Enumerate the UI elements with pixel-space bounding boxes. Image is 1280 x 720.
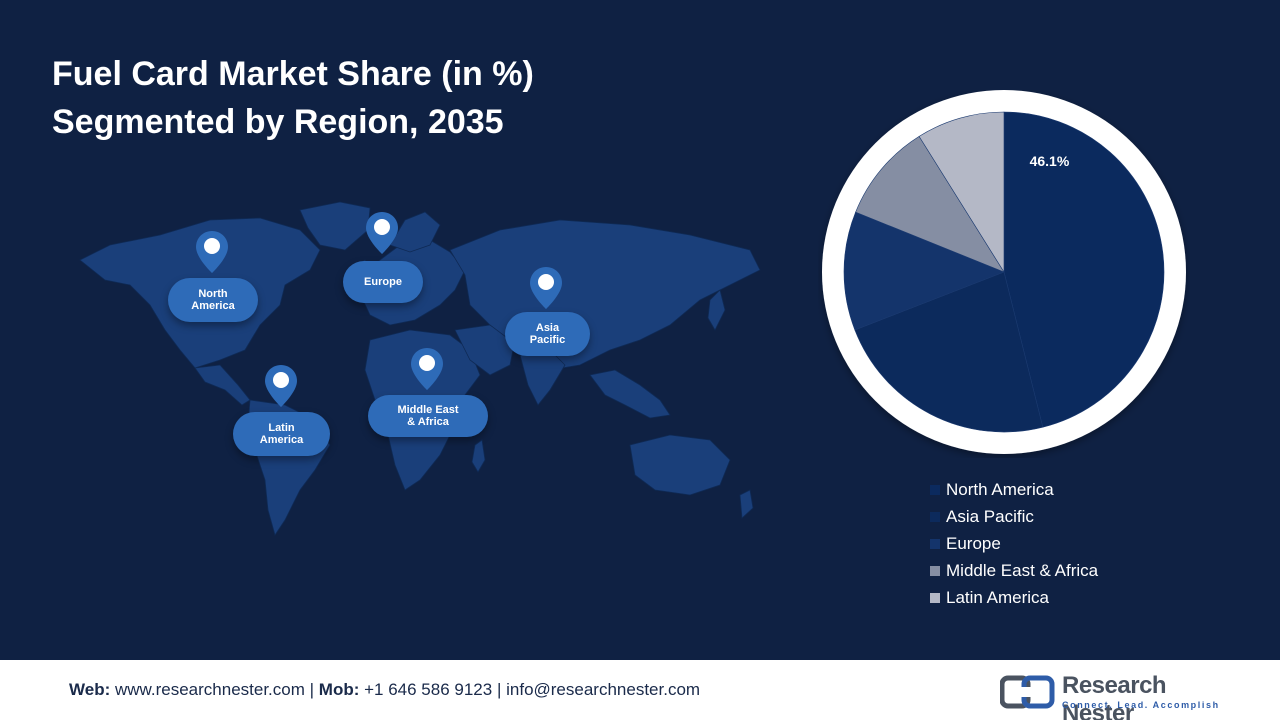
map-greenland: [299, 201, 371, 251]
map-japan: [707, 289, 726, 331]
north-america-pin-icon: [195, 230, 229, 274]
separator-1: |: [309, 680, 315, 699]
europe-pin-icon: [365, 211, 399, 255]
legend-label: Latin America: [946, 587, 1049, 607]
pie-chart: 46.1%: [822, 90, 1186, 454]
legend-item: North America: [930, 476, 1098, 503]
label-mea: Middle East & Africa: [368, 395, 488, 437]
pie-labels: 46.1%: [1030, 153, 1070, 169]
brand-logo: Research Nester Connect. Lead. Accomplis…: [1000, 672, 1230, 720]
title-line-1: Fuel Card Market Share (in %): [52, 55, 534, 93]
legend-swatch: [930, 484, 940, 495]
chart-title: Fuel Card Market Share (in %) Segmented …: [52, 50, 534, 146]
latin-america-pin-icon: [264, 364, 298, 408]
separator-2: |: [496, 680, 502, 699]
brand-logo-icon: [1000, 675, 1055, 709]
label-north-america: North America: [168, 278, 258, 322]
legend-label: Europe: [946, 533, 1001, 553]
legend-label: Middle East & Africa: [946, 560, 1099, 580]
map-madagascar: [471, 439, 486, 473]
infographic-canvas: Fuel Card Market Share (in %) Segmented …: [52, 50, 1186, 611]
legend-label: Asia Pacific: [946, 506, 1034, 526]
pie-slice-europe: [843, 211, 1005, 331]
legend-item: Europe: [930, 530, 1098, 557]
map-central-america: [194, 364, 251, 406]
map-southeast-asia: [589, 369, 671, 419]
map-scandinavia: [389, 211, 441, 253]
footer: Web: www.researchnester.com | Mob: +1 64…: [0, 660, 1280, 720]
pie-slices: [843, 111, 1165, 433]
pie-slice-latin-america: [918, 111, 1005, 274]
map-india: [519, 349, 566, 406]
mob-label: Mob:: [318, 680, 360, 699]
label-asia-pacific: Asia Pacific: [505, 312, 590, 356]
web-link[interactable]: www.researchnester.com: [114, 680, 305, 699]
pie-slice-north-america: [1003, 111, 1165, 428]
title-line-2: Segmented by Region, 2035: [52, 103, 504, 141]
pie-slice-middle-east-africa: [855, 135, 1005, 273]
mea-pin-icon: [410, 347, 444, 391]
label-europe: Europe: [343, 261, 423, 303]
legend-swatch: [930, 565, 940, 576]
legend-swatch: [930, 511, 940, 522]
footer-contacts: Web: www.researchnester.com | Mob: +1 64…: [69, 680, 700, 700]
web-label: Web:: [69, 680, 111, 699]
map-australia: [629, 434, 731, 496]
phone-number[interactable]: +1 646 586 9123: [364, 680, 493, 699]
brand-tagline: Connect. Lead. Accomplish: [1062, 700, 1220, 710]
asia-pacific-pin-icon: [529, 266, 563, 310]
legend-swatch: [930, 538, 940, 549]
email-link[interactable]: info@researchnester.com: [506, 680, 701, 699]
legend-item: Latin America: [930, 584, 1098, 611]
brand-name: Research Nester: [1062, 672, 1167, 720]
map-new-zealand: [739, 489, 754, 519]
legend-label: North America: [946, 479, 1054, 499]
pie-data-label: 46.1%: [1030, 153, 1070, 169]
world-map: [79, 201, 761, 536]
chart-legend: North America Asia Pacific Europe Middle Ea…: [930, 476, 1098, 611]
legend-swatch: [930, 592, 940, 603]
legend-item: Asia Pacific: [930, 503, 1098, 530]
label-latin-america: Latin America: [233, 412, 330, 456]
legend-item: Middle East & Africa: [930, 557, 1098, 584]
